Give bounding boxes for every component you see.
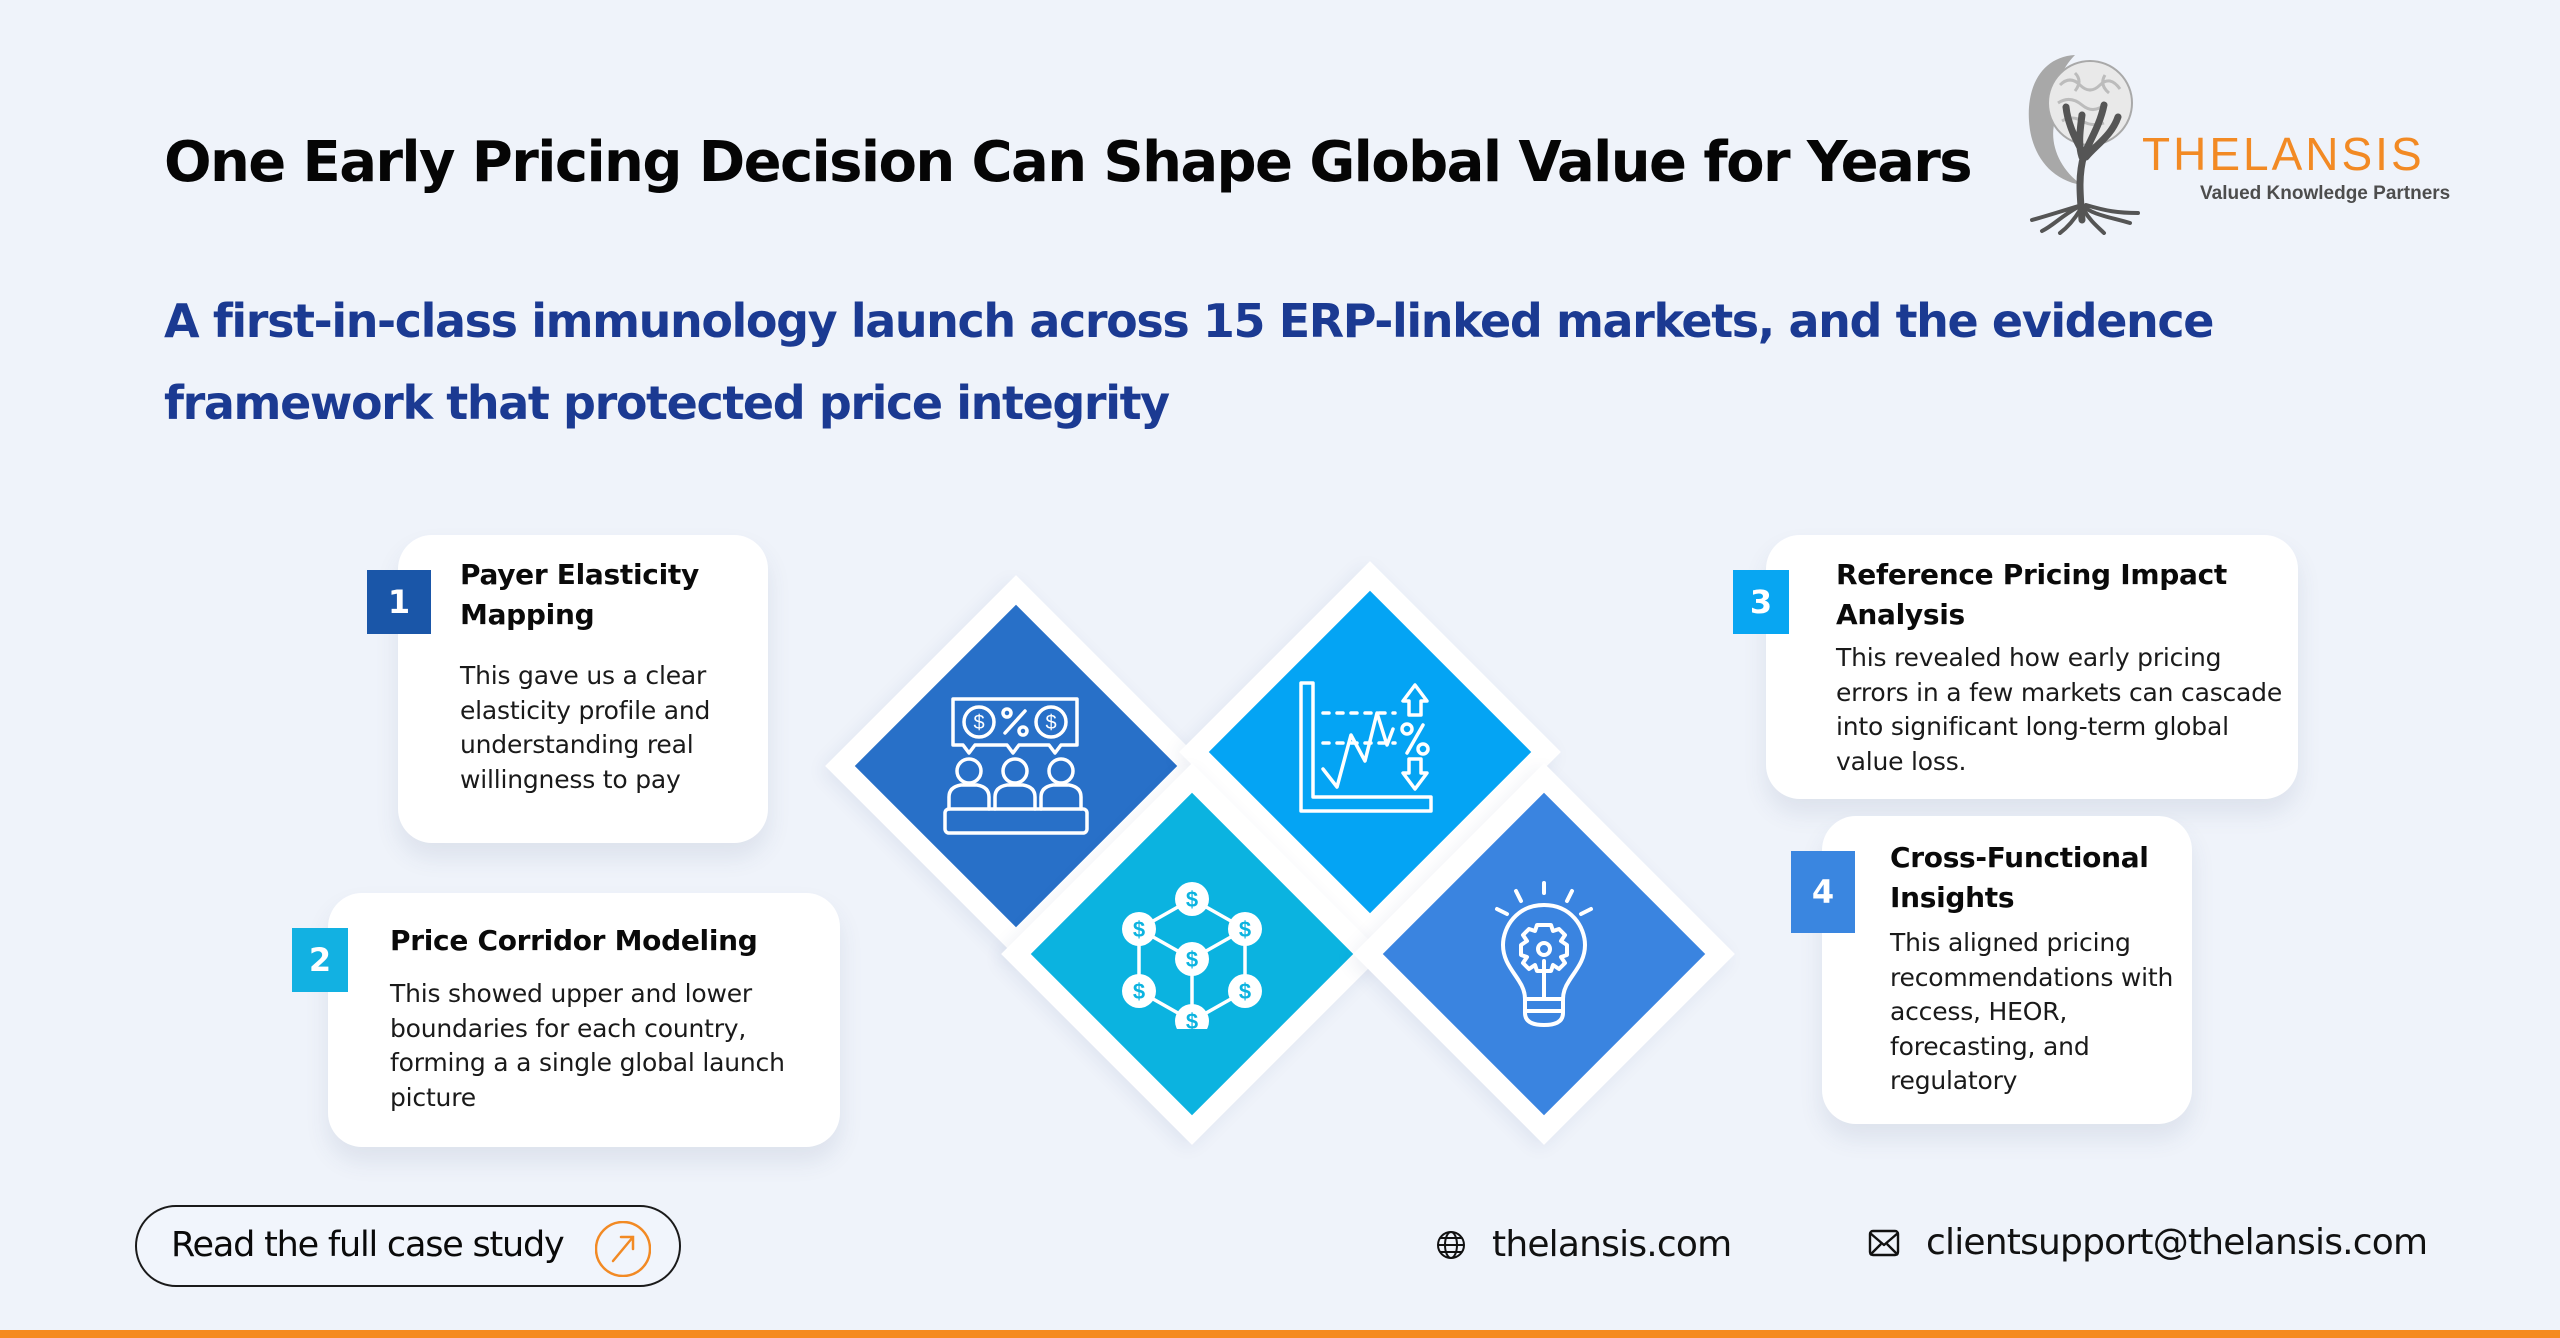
globe-icon <box>1437 1230 1465 1259</box>
svg-text:$: $ <box>1133 979 1145 1004</box>
svg-text:$: $ <box>1186 1009 1198 1029</box>
thelansis-logo: THELANSIS Valued Knowledge Partners <box>2020 45 2460 235</box>
step-badge-1: 1 <box>367 570 431 634</box>
svg-text:$: $ <box>1186 887 1198 912</box>
step-description: This showed upper and lower boundaries f… <box>390 979 785 1112</box>
svg-text:$: $ <box>1133 917 1145 942</box>
svg-text:$: $ <box>973 712 984 734</box>
email-text: clientsupport@thelansis.com <box>1926 1222 2428 1263</box>
stakeholders-pricing-icon: $ $ <box>943 697 1089 835</box>
read-case-study-label: Read the full case study <box>171 1225 565 1265</box>
svg-text:$: $ <box>1239 917 1251 942</box>
svg-text:$: $ <box>1186 947 1198 972</box>
step-card-2: Price Corridor Modeling This showed uppe… <box>328 893 840 1147</box>
step-card-3: Reference Pricing Impact Analysis This r… <box>1766 535 2298 799</box>
step-badge-3: 3 <box>1733 570 1789 634</box>
svg-text:$: $ <box>1045 712 1056 734</box>
step-title: Price Corridor Modeling <box>390 924 758 957</box>
mail-icon <box>1868 1229 1900 1256</box>
step-title: Reference Pricing Impact Analysis <box>1836 558 2227 631</box>
bottom-accent-bar <box>0 1330 2560 1338</box>
step-description: This aligned pricing recommendations wit… <box>1890 928 2174 1095</box>
read-case-study-button[interactable]: Read the full case study <box>135 1205 681 1287</box>
page-title: One Early Pricing Decision Can Shape Glo… <box>164 130 1973 195</box>
step-title: Payer Elasticity Mapping <box>460 558 699 631</box>
website-text: thelansis.com <box>1492 1224 1732 1265</box>
logo-tagline: Valued Knowledge Partners <box>2200 183 2451 204</box>
step-description: This gave us a clear elasticity profile … <box>460 661 711 794</box>
email-link[interactable]: clientsupport@thelansis.com <box>1868 1222 2428 1263</box>
arrow-up-right-icon <box>595 1221 651 1277</box>
brain-tree-icon <box>2028 55 2140 235</box>
step-card-4: Cross-Functional Insights This aligned p… <box>1822 816 2192 1124</box>
step-title: Cross-Functional Insights <box>1890 841 2149 914</box>
dollar-network-icon: $ $ $ $ $ $ $ <box>1122 882 1262 1029</box>
lightbulb-gear-icon <box>1495 881 1593 1027</box>
logo-wordmark: THELANSIS <box>2142 128 2425 180</box>
page-subtitle: A first-in-class immunology launch acros… <box>164 294 2214 430</box>
step-badge-4: 4 <box>1791 851 1855 933</box>
price-chart-percent-icon <box>1299 681 1433 813</box>
step-card-1: Payer Elasticity Mapping This gave us a … <box>398 535 768 843</box>
step-description: This revealed how early pricing errors i… <box>1836 643 2283 776</box>
svg-text:$: $ <box>1239 979 1251 1004</box>
step-badge-2: 2 <box>292 928 348 992</box>
website-link[interactable]: thelansis.com <box>1436 1224 1732 1265</box>
